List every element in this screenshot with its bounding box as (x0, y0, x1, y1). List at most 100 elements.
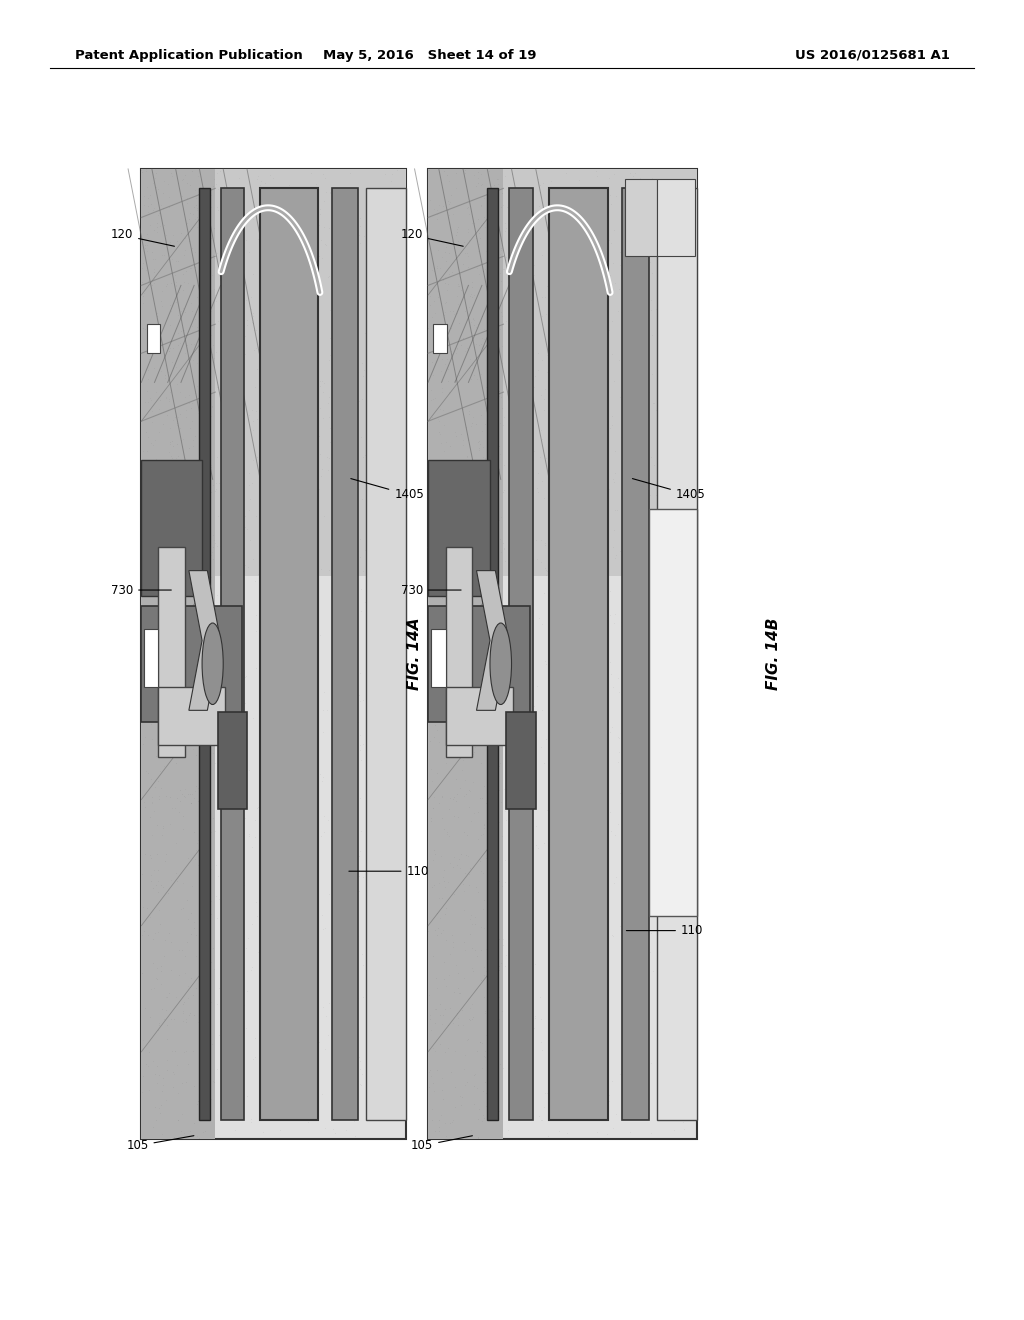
Point (216, 1104, 232, 1125)
Point (223, 964, 240, 985)
Point (550, 661, 566, 682)
Point (368, 760, 384, 781)
Point (685, 731, 701, 752)
Point (452, 582, 468, 603)
Point (196, 838, 212, 859)
Point (565, 218, 582, 239)
Point (477, 1040, 494, 1061)
Point (665, 342, 681, 363)
Point (346, 653, 362, 675)
Point (349, 256, 366, 277)
Point (501, 193, 517, 214)
Point (447, 954, 464, 975)
Point (243, 298, 259, 319)
Point (155, 1074, 171, 1096)
Point (230, 824, 247, 845)
Point (202, 612, 218, 634)
Point (462, 286, 478, 308)
Point (497, 220, 513, 242)
Point (200, 422, 216, 444)
Point (681, 1039, 697, 1060)
Point (460, 845, 476, 866)
Point (507, 314, 523, 335)
Point (303, 162, 319, 183)
Point (529, 169, 546, 190)
Point (316, 372, 333, 393)
Point (478, 961, 495, 982)
Point (150, 1073, 166, 1094)
Point (428, 257, 444, 279)
Point (483, 480, 500, 502)
Point (206, 279, 222, 300)
Point (622, 358, 638, 379)
Point (664, 313, 680, 334)
Point (186, 1111, 203, 1133)
Point (360, 1076, 377, 1097)
Point (577, 888, 593, 909)
Point (176, 991, 193, 1012)
Point (381, 379, 397, 400)
Point (475, 498, 492, 519)
Point (308, 174, 325, 195)
Point (299, 195, 315, 216)
Point (425, 850, 441, 871)
Point (646, 796, 663, 817)
Point (488, 516, 505, 537)
Point (389, 160, 406, 181)
Point (300, 403, 316, 424)
Point (203, 607, 219, 628)
Point (292, 389, 308, 411)
Point (600, 422, 616, 444)
Point (172, 624, 188, 645)
Point (139, 426, 156, 447)
Point (148, 648, 165, 669)
Point (175, 573, 191, 594)
Point (458, 783, 474, 804)
Point (172, 381, 188, 403)
Point (593, 838, 609, 859)
Point (492, 263, 508, 284)
Point (211, 977, 227, 998)
Point (631, 937, 647, 958)
Point (629, 535, 645, 556)
Point (681, 470, 697, 491)
Point (473, 194, 489, 215)
Point (274, 681, 291, 702)
Point (504, 447, 520, 469)
Point (388, 294, 404, 315)
Point (136, 539, 153, 560)
Point (495, 1057, 511, 1078)
Point (554, 387, 570, 408)
Point (637, 445, 653, 466)
Point (652, 483, 669, 504)
Point (397, 223, 414, 244)
Point (202, 857, 218, 878)
Point (650, 725, 667, 746)
Point (427, 388, 443, 409)
Point (489, 264, 506, 285)
Point (636, 1056, 652, 1077)
Point (495, 693, 511, 714)
Point (143, 787, 160, 808)
Point (163, 932, 179, 953)
Point (193, 807, 209, 828)
Point (143, 729, 160, 750)
Point (194, 529, 210, 550)
Point (532, 174, 549, 195)
Point (519, 549, 536, 570)
Point (322, 447, 338, 469)
Point (249, 446, 265, 467)
Point (506, 644, 522, 665)
Point (319, 1024, 336, 1045)
Point (680, 700, 696, 721)
Point (453, 1085, 469, 1106)
Point (457, 675, 473, 696)
Point (477, 276, 494, 297)
Point (457, 615, 473, 636)
Point (360, 1072, 377, 1093)
Point (565, 346, 582, 367)
Point (237, 956, 253, 977)
Point (148, 968, 165, 989)
Point (649, 576, 666, 597)
Point (223, 1001, 240, 1022)
